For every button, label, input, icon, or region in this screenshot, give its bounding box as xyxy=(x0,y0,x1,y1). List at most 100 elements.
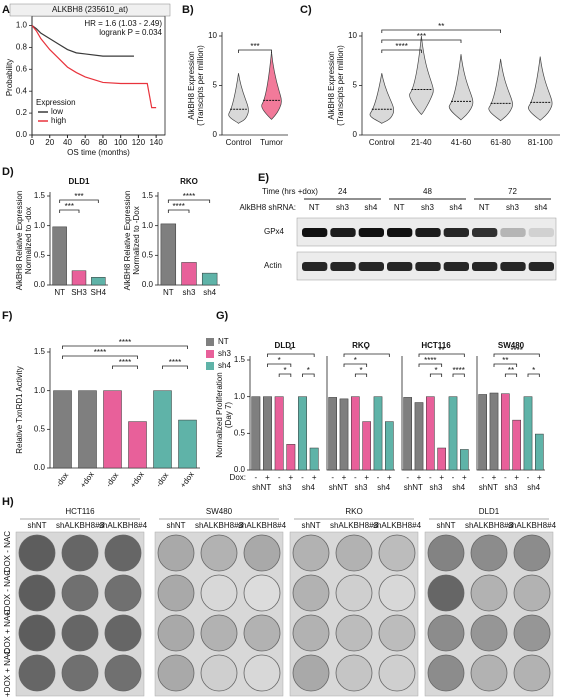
colony-well xyxy=(427,534,465,572)
colony-column: shALKBH8#4 xyxy=(99,521,148,530)
bar xyxy=(351,396,360,471)
x-tick-label: Control xyxy=(226,138,252,147)
x-tick-label: + xyxy=(288,473,293,482)
colony-column: shNT xyxy=(436,521,455,530)
colony-well xyxy=(292,574,330,612)
bar xyxy=(309,447,319,471)
chart-title: RKO xyxy=(352,341,370,350)
bar xyxy=(160,223,177,286)
y-tick-label: 10 xyxy=(208,31,217,40)
significance-bracket xyxy=(381,29,501,33)
significance-label: *** xyxy=(74,192,83,201)
colony-well xyxy=(18,574,56,612)
bar xyxy=(339,398,349,471)
blot-band xyxy=(415,262,441,271)
colony-well xyxy=(513,614,551,652)
blot-band xyxy=(472,228,498,237)
violin xyxy=(409,35,434,116)
blot-band xyxy=(500,262,526,271)
significance-bracket xyxy=(167,199,211,203)
x-tick-label: + xyxy=(312,473,317,482)
colony-well xyxy=(200,654,238,692)
x-tick-label: 41-60 xyxy=(451,138,472,147)
significance-bracket xyxy=(343,353,390,357)
y-axis-label: AlkBH8 Relative Expression xyxy=(123,191,132,291)
colony-well xyxy=(104,534,142,572)
x-tick-label: - xyxy=(254,473,257,482)
significance-bracket xyxy=(504,373,518,377)
blot-band xyxy=(358,262,384,271)
panel-label: G) xyxy=(216,310,229,322)
y-axis-label: Probability xyxy=(5,59,14,96)
significance-bracket xyxy=(381,49,422,53)
colony-column: shALKBH8#4 xyxy=(508,521,557,530)
colony-well xyxy=(378,574,416,612)
x-tick-label: sh3 xyxy=(183,288,196,297)
colony-well xyxy=(470,534,508,572)
lane-label: sh3 xyxy=(421,203,434,212)
colony-well xyxy=(18,534,56,572)
y-tick-label: 1.5 xyxy=(234,355,246,364)
significance-label: * xyxy=(532,366,535,375)
legend-swatch xyxy=(206,362,214,370)
significance-bracket xyxy=(452,373,465,377)
colony-well xyxy=(335,574,373,612)
bar xyxy=(501,393,510,471)
lane-label: NT xyxy=(309,203,320,212)
x-tick-label: - xyxy=(406,473,409,482)
x-tick-label: sh4 xyxy=(203,288,216,297)
significance-label: *** xyxy=(417,32,426,41)
y-tick-label: 1.0 xyxy=(34,386,46,395)
y-tick-label: 1.5 xyxy=(34,347,46,356)
bar xyxy=(78,390,97,469)
group-label: sh4 xyxy=(527,483,540,492)
bar xyxy=(263,396,272,471)
colony-row-label: +DOX - NAC xyxy=(3,570,12,616)
y-axis-label: Normalized to -Dox xyxy=(132,206,141,274)
colony-column: shALKBH8#3 xyxy=(195,521,244,530)
lane-label: NT xyxy=(479,203,490,212)
colony-well xyxy=(243,614,281,652)
chart-title: SW480 xyxy=(498,341,525,350)
x-tick-label: - xyxy=(331,473,334,482)
significance-bracket xyxy=(267,363,292,367)
colony-well xyxy=(61,574,99,612)
significance-bracket xyxy=(62,345,188,349)
legend-label: low xyxy=(51,107,63,116)
colony-column: shALKBH8#3 xyxy=(465,521,514,530)
blot-band xyxy=(528,228,554,237)
bar xyxy=(478,394,487,471)
colony-title: SW480 xyxy=(206,507,233,516)
colony-column: shALKBH8#3 xyxy=(330,521,379,530)
x-tick-label: 60 xyxy=(81,138,90,147)
blot-band xyxy=(387,262,413,271)
y-tick-label: 0.0 xyxy=(234,465,246,474)
panel-label: F) xyxy=(2,310,13,322)
blot-time: 24 xyxy=(338,187,347,196)
colony-well xyxy=(157,654,195,692)
lane-label: sh4 xyxy=(364,203,377,212)
colony-well xyxy=(292,614,330,652)
y-axis-label: Normalized Proliferation xyxy=(215,372,224,457)
blot-band xyxy=(415,228,441,237)
y-tick-label: 1.0 xyxy=(142,221,154,230)
colony-well xyxy=(292,654,330,692)
colony-well xyxy=(335,534,373,572)
chart-title: ALKBH8 (235610_at) xyxy=(52,5,128,14)
panel-label: H) xyxy=(2,496,14,508)
legend-label: sh3 xyxy=(218,349,231,358)
colony-well xyxy=(470,654,508,692)
x-tick-label: + xyxy=(492,473,497,482)
significance-bracket xyxy=(162,365,188,369)
panel-label: B) xyxy=(182,4,194,16)
panel-label: A) xyxy=(2,4,14,16)
chart-title: DLD1 xyxy=(275,341,296,350)
panel-label: C) xyxy=(300,4,312,16)
group-label: sh3 xyxy=(355,483,368,492)
x-tick-label: - xyxy=(452,473,455,482)
x-axis-label: OS time (months) xyxy=(67,148,130,157)
significance-label: **** xyxy=(395,42,407,51)
bar xyxy=(437,447,446,471)
colony-well xyxy=(335,614,373,652)
